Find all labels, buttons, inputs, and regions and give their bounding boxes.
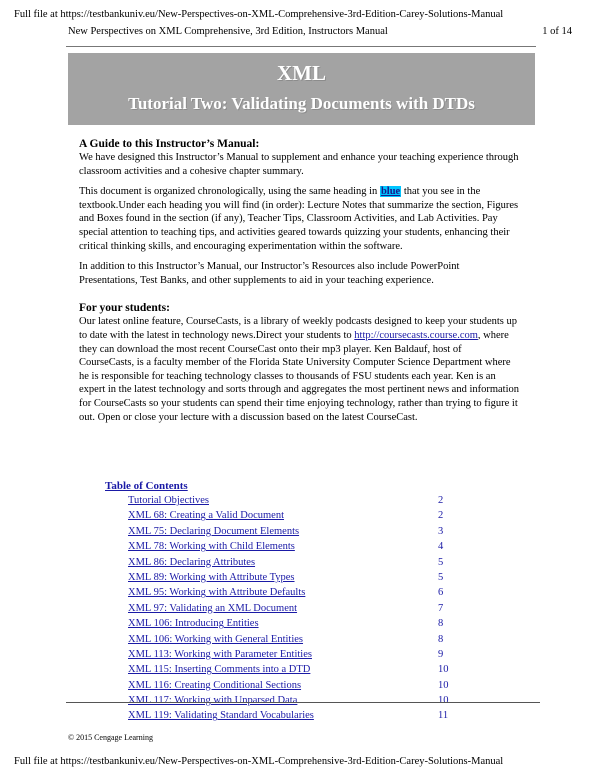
guide-p2-text-a: This document is organized chronological… (79, 186, 380, 198)
toc-entry-title[interactable]: XML 117: Working with Unparsed Data (128, 695, 298, 707)
toc-entry[interactable]: XML 86: Declaring Attributes 5 (105, 557, 465, 572)
students-paragraph: Our latest online feature, CourseCasts, … (79, 315, 519, 424)
toc-entry-page[interactable]: 10 (438, 695, 449, 707)
guide-p2-text-b: that you see in the textbook.Under each … (79, 186, 519, 252)
main-content: A Guide to this Instructor’s Manual: We … (79, 137, 519, 431)
toc-entry-title[interactable]: XML 106: Introducing Entities (128, 618, 259, 630)
header-divider (66, 46, 536, 47)
students-text-b: , where they can download the most recen… (79, 329, 520, 423)
toc-entry-page[interactable]: 7 (438, 602, 444, 614)
toc-entry[interactable]: XML 78: Working with Child Elements 4 (105, 541, 465, 556)
toc-entry-page[interactable]: 10 (438, 679, 449, 691)
bottom-source-url: Full file at https://testbankuniv.eu/New… (14, 756, 504, 767)
table-of-contents: Table of Contents Tutorial Objectives 2 XM… (105, 480, 465, 726)
toc-entry-title[interactable]: XML 89: Working with Attribute Types (128, 571, 295, 583)
toc-entry[interactable]: XML 106: Working with General Entities 8 (105, 634, 465, 649)
toc-entry[interactable]: XML 89: Working with Attribute Types 5 (105, 572, 465, 587)
toc-entry-title[interactable]: XML 106: Working with General Entities (128, 633, 304, 645)
footer-divider (66, 702, 540, 703)
students-text-a: Our latest online feature, CourseCasts, … (79, 316, 517, 341)
toc-entry[interactable]: XML 113: Working with Parameter Entities… (105, 649, 465, 664)
toc-entry-title[interactable]: XML 116: Creating Conditional Sections (128, 679, 302, 691)
banner-title: XML (277, 61, 326, 85)
guide-paragraph-3: In addition to this Instructor’s Manual,… (79, 261, 460, 286)
toc-entry[interactable]: XML 68: Creating a Valid Document 2 (105, 510, 465, 525)
toc-entry-page[interactable]: 10 (438, 664, 449, 676)
toc-entry[interactable]: XML 95: Working with Attribute Defaults 6 (105, 587, 465, 602)
toc-entry-page[interactable]: 8 (438, 618, 444, 630)
toc-entry-page[interactable]: 8 (438, 633, 444, 645)
toc-entry[interactable]: Tutorial Objectives 2 (105, 495, 465, 510)
toc-entry-page[interactable]: 11 (438, 710, 449, 722)
toc-entry-title[interactable]: XML 68: Creating a Valid Document (128, 510, 285, 522)
coursecasts-link[interactable]: http://coursecasts.course.com (354, 329, 478, 341)
toc-entry-title[interactable]: Tutorial Objectives (128, 495, 209, 506)
copyright-notice: © 2015 Cengage Learning (68, 733, 153, 742)
toc-entry-title[interactable]: XML 86: Declaring Attributes (128, 556, 256, 568)
document-header-title: New Perspectives on XML Comprehensive, 3… (68, 26, 388, 37)
toc-entry-page[interactable]: 5 (438, 556, 444, 568)
top-source-url: Full file at https://testbankuniv.eu/New… (14, 9, 504, 20)
toc-entry[interactable]: XML 106: Introducing Entities 8 (105, 618, 465, 633)
toc-entry-title[interactable]: XML 78: Working with Child Elements (128, 541, 295, 553)
guide-paragraph-1: We have designed this Instructor’s Manua… (79, 152, 519, 177)
page-number: 1 of 14 (542, 26, 572, 37)
toc-entry[interactable]: XML 117: Working with Unparsed Data 10 (105, 695, 465, 710)
blue-highlight-link[interactable]: blue (379, 186, 402, 198)
students-heading: For your students: (79, 302, 170, 315)
toc-entry-title[interactable]: XML 75: Declaring Document Elements (128, 525, 300, 537)
toc-entry-title[interactable]: XML 115: Inserting Comments into a DTD (128, 664, 311, 676)
toc-entry-page[interactable]: 2 (438, 495, 444, 506)
toc-entry-title[interactable]: XML 97: Validating an XML Document (128, 602, 298, 614)
toc-entry-page[interactable]: 5 (438, 571, 444, 583)
toc-entry-title[interactable]: XML 113: Working with Parameter Entities (128, 648, 312, 660)
toc-entry-title[interactable]: XML 119: Validating Standard Vocabularie… (128, 710, 314, 722)
toc-list: Tutorial Objectives 2 XML 68: Creating a V… (105, 495, 465, 726)
toc-entry[interactable]: XML 75: Declaring Document Elements 3 (105, 526, 465, 541)
toc-entry-page[interactable]: 3 (438, 525, 444, 537)
toc-entry-page[interactable]: 4 (438, 541, 444, 553)
banner-subtitle: Tutorial Two: Validating Documents with … (128, 94, 475, 113)
title-banner: XML Tutorial Two: Validating Documents w… (68, 53, 535, 125)
toc-entry[interactable]: XML 97: Validating an XML Document 7 (105, 603, 465, 618)
toc-entry[interactable]: XML 116: Creating Conditional Sections 10 (105, 680, 465, 695)
guide-paragraph-2: This document is organized chronological… (79, 185, 519, 253)
guide-heading: A Guide to this Instructor’s Manual: (79, 138, 260, 150)
toc-entry-page[interactable]: 6 (438, 587, 444, 599)
toc-heading[interactable]: Table of Contents (105, 480, 188, 492)
toc-entry-page[interactable]: 2 (438, 510, 444, 522)
toc-entry-page[interactable]: 9 (438, 648, 444, 660)
toc-entry[interactable]: XML 115: Inserting Comments into a DTD 10 (105, 664, 465, 679)
toc-entry[interactable]: XML 119: Validating Standard Vocabularie… (105, 710, 465, 725)
toc-entry-title[interactable]: XML 95: Working with Attribute Defaults (128, 587, 306, 599)
